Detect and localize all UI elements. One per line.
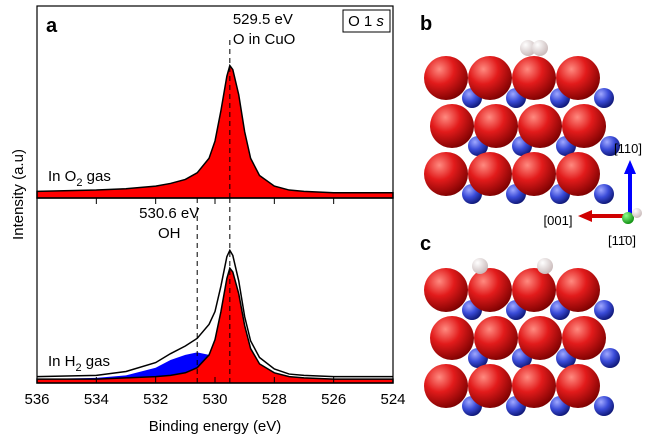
oxygen-atom (424, 364, 468, 408)
oxygen-atom (474, 104, 518, 148)
structure-b (424, 40, 620, 204)
x-tick-label: 536 (24, 391, 49, 408)
oxygen-atom (468, 152, 512, 196)
oxygen-atom (556, 268, 600, 312)
annotation: 529.5 eV (233, 11, 293, 28)
axis-label: [001] (544, 213, 573, 228)
copper-atom (594, 396, 614, 416)
panel-label: a (46, 15, 58, 37)
copper-atom (600, 348, 620, 368)
axis-label: [110] (614, 141, 642, 156)
oxygen-atom (512, 364, 556, 408)
oxygen-atom (518, 104, 562, 148)
copper-atom (594, 88, 614, 108)
panel-label: c (420, 233, 431, 255)
oxygen-atom (512, 268, 556, 312)
oxygen-atom (562, 316, 606, 360)
gas-label-part: gas (82, 353, 110, 370)
hydrogen-atom (472, 258, 488, 274)
oxygen-atom (424, 152, 468, 196)
badge: O 1 s (348, 13, 384, 30)
gas-label-part: In O (48, 168, 76, 185)
x-tick-label: 528 (262, 391, 287, 408)
copper-atom (594, 300, 614, 320)
annotation: 530.6 eV (139, 205, 199, 222)
oxygen-atom (562, 104, 606, 148)
figure: a b c [110] [001] [11̄0] 529.5 eV O in Cu… (0, 0, 648, 437)
oxygen-atom (556, 364, 600, 408)
x-tick-label: 526 (321, 391, 346, 408)
oxygen-atom (474, 316, 518, 360)
x-tick-label: 530 (202, 391, 227, 408)
annotation: O in CuO (233, 31, 296, 48)
x-tick-label: 534 (84, 391, 109, 408)
hydrogen-atom (532, 40, 548, 56)
oxygen-atom (430, 104, 474, 148)
structure-c (424, 258, 620, 416)
x-tick-label: 532 (143, 391, 168, 408)
gas-label: In O2 gas (48, 168, 111, 189)
badge-part: s (376, 13, 384, 30)
x-tick-label: 524 (380, 391, 405, 408)
panel-label: b (420, 13, 432, 35)
gas-label-part: In H (48, 353, 76, 370)
oxygen-atom (468, 364, 512, 408)
x-axis-label: Binding energy (eV) (149, 418, 282, 435)
axis-label: [11̄0] (608, 233, 636, 248)
oxygen-atom (556, 56, 600, 100)
copper-atom (594, 184, 614, 204)
oxygen-atom (430, 316, 474, 360)
badge-part: O 1 (348, 13, 376, 30)
gas-label: In H2 gas (48, 353, 110, 374)
oxygen-atom (512, 152, 556, 196)
oxygen-atom (424, 268, 468, 312)
oxygen-atom (518, 316, 562, 360)
oxygen-atom (424, 56, 468, 100)
oxygen-atom (468, 268, 512, 312)
gas-label-part: gas (82, 168, 110, 185)
oxygen-atom (468, 56, 512, 100)
oxygen-atom (556, 152, 600, 196)
oxygen-atom (512, 56, 556, 100)
hydrogen-atom (537, 258, 553, 274)
annotation: OH (158, 225, 181, 242)
y-axis-label: Intensity (a.u) (10, 149, 27, 240)
